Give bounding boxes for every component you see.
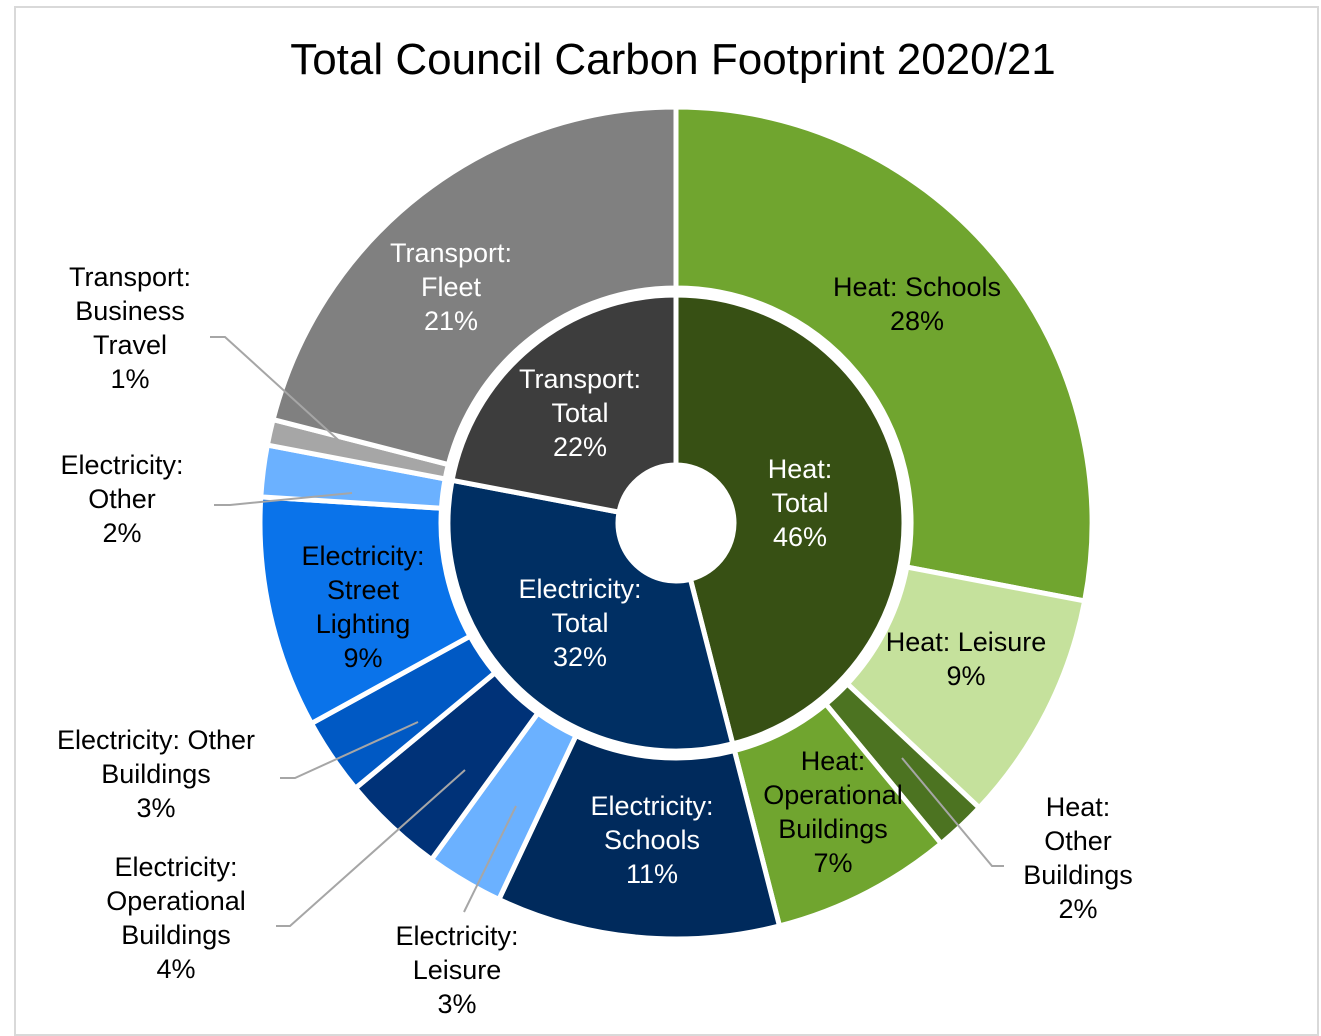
inner-slice-heat-total bbox=[673, 292, 907, 747]
data-label-heat-total: Heat: Total 46% bbox=[768, 454, 833, 552]
outer-ring bbox=[257, 104, 1095, 942]
outer-slice-transport-fleet bbox=[270, 104, 679, 468]
data-label-electricity-other-buildings: Electricity: Other Buildings 3% bbox=[57, 725, 255, 823]
data-label-electricity-leisure: Electricity: Leisure 3% bbox=[395, 921, 518, 1019]
data-label-transport-fleet: Transport: Fleet 21% bbox=[390, 238, 512, 336]
slice-labels: Heat: Total 46% Electricity: Total 32% Transpo… bbox=[57, 238, 1133, 1019]
outer-slice-heat-schools bbox=[673, 104, 1095, 604]
data-label-heat-other-buildings: Heat: Other Buildings 2% bbox=[1023, 792, 1133, 924]
data-label-heat-schools: Heat: Schools 28% bbox=[833, 272, 1001, 336]
data-label-electricity-total: Electricity: Total 32% bbox=[518, 574, 641, 672]
inner-slice-electricity-total bbox=[445, 477, 736, 754]
data-label-electricity-street-lighting: Electricity: Street Lighting 9% bbox=[301, 541, 424, 673]
leader-line-electricity-other-buildings bbox=[280, 721, 419, 779]
data-label-transport-business-travel: Transport: Business Travel 1% bbox=[69, 262, 191, 394]
inner-ring bbox=[445, 292, 907, 754]
leader-line-electricity-other bbox=[214, 492, 353, 506]
leader-lines bbox=[210, 336, 1004, 927]
inner-slice-transport-total bbox=[449, 292, 679, 515]
leader-line-heat-other-buildings bbox=[901, 757, 1004, 867]
leader-line-electricity-leisure bbox=[463, 805, 517, 913]
data-label-electricity-operational-buildings: Electricity: Operational Buildings 4% bbox=[106, 852, 246, 984]
chart-title: Total Council Carbon Footprint 2020/21 bbox=[290, 35, 1056, 84]
data-label-heat-operational-buildings: Heat: Operational Buildings 7% bbox=[763, 746, 903, 878]
data-label-electricity-other: Electricity: Other 2% bbox=[60, 450, 183, 548]
leader-line-transport-business-travel bbox=[210, 336, 347, 448]
data-label-electricity-schools: Electricity: Schools 11% bbox=[590, 791, 713, 889]
data-label-heat-leisure: Heat: Leisure 9% bbox=[886, 627, 1047, 691]
data-label-transport-total: Transport: Total 22% bbox=[519, 364, 641, 462]
leader-line-electricity-operational-buildings bbox=[276, 769, 466, 927]
